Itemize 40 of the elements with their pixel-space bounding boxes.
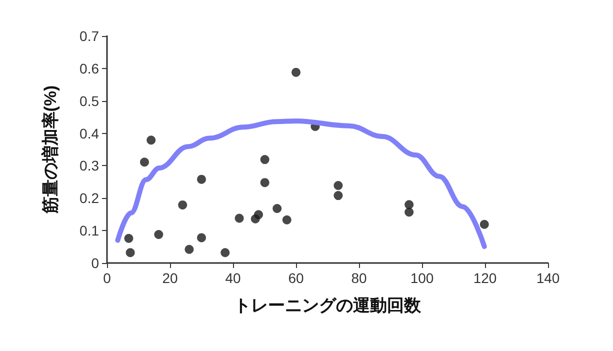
y-tick-label: 0.3 — [80, 158, 100, 174]
y-axis-title: 筋量の増加率(%) — [40, 85, 60, 215]
point — [154, 230, 164, 239]
point — [146, 136, 156, 145]
point — [260, 155, 270, 164]
point — [197, 233, 206, 242]
point — [272, 204, 282, 214]
x-tick-label: 140 — [536, 270, 560, 286]
x-tick-label: 40 — [225, 270, 241, 286]
point — [126, 248, 135, 258]
point — [334, 191, 343, 200]
point — [184, 244, 194, 254]
point — [197, 174, 206, 184]
y-tick-label: 0.1 — [80, 222, 100, 239]
x-tick-label: 0 — [103, 270, 112, 286]
x-tick-label: 80 — [351, 270, 367, 286]
point — [292, 68, 300, 77]
point — [234, 214, 244, 223]
x-axis-title: トレーニングの運動回数 — [234, 296, 422, 315]
point — [124, 234, 134, 243]
point — [282, 215, 292, 224]
point — [480, 220, 489, 229]
y-tick-label: 0 — [91, 255, 100, 271]
x-tick-label: 120 — [473, 270, 497, 286]
x-tick-label: 20 — [162, 270, 178, 286]
point — [334, 181, 343, 190]
x-tick-label: 60 — [288, 270, 304, 286]
point — [260, 178, 270, 188]
point — [220, 248, 230, 258]
y-tick-label: 0.5 — [80, 92, 100, 109]
x-tick-label: 100 — [410, 270, 434, 286]
y-tick-label: 0.7 — [80, 28, 100, 44]
point — [404, 208, 414, 217]
point — [140, 158, 149, 167]
y-tick-label: 0.2 — [80, 190, 100, 206]
point — [404, 200, 414, 210]
point — [254, 210, 264, 220]
point — [178, 200, 188, 210]
y-tick-label: 0.6 — [80, 60, 100, 76]
y-tick-label: 0.4 — [80, 125, 100, 142]
